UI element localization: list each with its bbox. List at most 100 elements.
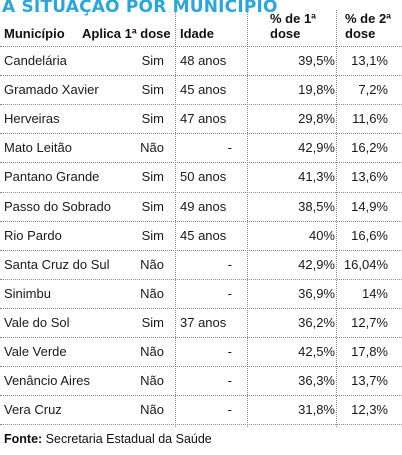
source-label: Fonte: bbox=[4, 432, 43, 446]
cell-idade: - bbox=[227, 140, 232, 156]
row-divider bbox=[0, 424, 402, 426]
table-row: Vale do Sol Sim 37 anos 36,2% 12,7% bbox=[0, 309, 402, 338]
cell-idade: - bbox=[227, 256, 232, 272]
table-row: Sinimbu Não - 36,9% 14% bbox=[0, 280, 402, 309]
cell-idade: 50 anos bbox=[180, 169, 227, 185]
table-row: Pantano Grande Sim 50 anos 41,3% 13,6% bbox=[0, 163, 402, 192]
column-header-aplica: Aplica 1ª dose bbox=[82, 26, 171, 41]
cell-pct1: 36,2% bbox=[298, 314, 335, 330]
row-divider bbox=[0, 104, 402, 106]
cell-pct1: 19,8% bbox=[298, 82, 335, 98]
cell-pct2: 12,7% bbox=[351, 314, 388, 330]
cell-municipio: Rio Pardo bbox=[4, 227, 62, 243]
column-header-municipio: Município bbox=[4, 26, 65, 41]
cell-aplica: Não bbox=[140, 285, 164, 301]
row-divider bbox=[0, 75, 402, 77]
cell-municipio: Vera Cruz bbox=[4, 402, 62, 418]
cell-pct1: 41,3% bbox=[298, 169, 335, 185]
cell-pct1: 38,5% bbox=[298, 198, 335, 214]
cell-idade: 45 anos bbox=[180, 82, 227, 98]
cell-aplica: Não bbox=[140, 344, 164, 359]
cell-pct1: 42,9% bbox=[298, 140, 335, 156]
row-divider bbox=[0, 337, 402, 338]
cell-pct2: 17,8% bbox=[351, 344, 388, 359]
cell-aplica: Sim bbox=[141, 198, 164, 214]
cell-aplica: Não bbox=[140, 402, 164, 418]
row-divider bbox=[0, 46, 402, 47]
cell-municipio: Herveiras bbox=[4, 111, 60, 127]
cell-idade: - bbox=[227, 402, 232, 418]
cell-pct2: 13,7% bbox=[351, 373, 388, 389]
cell-aplica: Sim bbox=[141, 169, 164, 185]
cell-pct2: 14,9% bbox=[351, 198, 388, 214]
cell-aplica: Sim bbox=[141, 82, 164, 98]
cell-aplica: Sim bbox=[141, 111, 164, 127]
cell-pct2: 13,6% bbox=[351, 169, 388, 185]
column-header-pct2-line1: % de 2ª bbox=[345, 11, 391, 26]
table-row: Mato Leitão Não - 42,9% 16,2% bbox=[0, 134, 402, 163]
column-divider bbox=[175, 10, 176, 427]
cell-aplica: Não bbox=[140, 140, 164, 156]
table-row: Vale Verde Não - 42,5% 17,8% bbox=[0, 338, 402, 367]
column-header-pct2: % de 2ª dose bbox=[345, 11, 395, 41]
column-divider bbox=[247, 10, 248, 427]
cell-municipio: Pantano Grande bbox=[4, 169, 100, 185]
row-divider bbox=[0, 191, 402, 193]
cell-idade: 48 anos bbox=[180, 53, 227, 68]
table-row: Vera Cruz Não - 31,8% 12,3% bbox=[0, 396, 402, 425]
column-header-pct1: % de 1ª dose bbox=[270, 11, 335, 41]
table-row: Herveiras Sim 47 anos 29,8% 11,6% bbox=[0, 105, 402, 134]
cell-municipio: Sinimbu bbox=[4, 285, 51, 301]
cell-pct2: 7,2% bbox=[358, 82, 388, 98]
cell-municipio: Candelária bbox=[4, 53, 67, 68]
cell-aplica: Sim bbox=[141, 53, 164, 68]
cell-pct2: 16,04% bbox=[343, 256, 388, 272]
cell-municipio: Passo do Sobrado bbox=[4, 198, 111, 214]
table-row: Passo do Sobrado Sim 49 anos 38,5% 14,9% bbox=[0, 193, 402, 222]
cell-pct2: 11,6% bbox=[352, 111, 388, 127]
row-divider bbox=[0, 220, 402, 222]
cell-idade: 37 anos bbox=[180, 314, 227, 330]
cell-pct1: 39,5% bbox=[298, 53, 335, 68]
column-divider bbox=[336, 10, 337, 427]
cell-pct2: 14% bbox=[361, 285, 388, 301]
cell-pct1: 31,8% bbox=[298, 402, 335, 418]
cell-idade: 45 anos bbox=[180, 227, 227, 243]
column-header-pct1-line2: dose bbox=[270, 26, 301, 41]
cell-idade: 49 anos bbox=[180, 198, 227, 214]
source-text: Secretaria Estadual da Saúde bbox=[45, 432, 212, 446]
table-row: Gramado Xavier Sim 45 anos 19,8% 7,2% bbox=[0, 76, 402, 105]
cell-municipio: Gramado Xavier bbox=[4, 82, 99, 98]
cell-pct2: 16,6% bbox=[351, 227, 388, 243]
cell-aplica: Não bbox=[140, 373, 164, 389]
cell-pct1: 42,9% bbox=[298, 256, 335, 272]
cell-idade: - bbox=[227, 344, 232, 359]
row-divider bbox=[0, 366, 402, 368]
cell-aplica: Não bbox=[140, 256, 164, 272]
table-row: Santa Cruz do Sul Não - 42,9% 16,04% bbox=[0, 251, 402, 280]
cell-municipio: Vale do Sol bbox=[4, 314, 70, 330]
cell-idade: - bbox=[227, 373, 232, 389]
cell-aplica: Sim bbox=[141, 314, 164, 330]
table-header: Município Aplica 1ª dose Idade % de 1ª do… bbox=[0, 10, 402, 47]
column-header-idade: Idade bbox=[180, 26, 214, 41]
row-divider bbox=[0, 249, 402, 251]
cell-municipio: Santa Cruz do Sul bbox=[4, 256, 110, 272]
cell-municipio: Vale Verde bbox=[4, 344, 67, 359]
cell-aplica: Sim bbox=[141, 227, 164, 243]
cell-pct1: 42,5% bbox=[298, 344, 335, 359]
cell-municipio: Mato Leitão bbox=[4, 140, 72, 156]
table-row: Candelária Sim 48 anos 39,5% 13,1% bbox=[0, 47, 402, 76]
source-note: Fonte: Secretaria Estadual da Saúde bbox=[4, 432, 212, 446]
cell-pct1: 29,8% bbox=[298, 111, 335, 127]
table-row: Rio Pardo Sim 45 anos 40% 16,6% bbox=[0, 222, 402, 251]
cell-pct2: 12,3% bbox=[351, 402, 388, 418]
column-header-pct2-line2: dose bbox=[345, 26, 376, 41]
cell-pct2: 13,1% bbox=[351, 53, 388, 68]
cell-pct1: 36,9% bbox=[298, 285, 335, 301]
cell-idade: - bbox=[227, 285, 232, 301]
cell-idade: 47 anos bbox=[180, 111, 227, 127]
table-row: Venâncio Aires Não - 36,3% 13,7% bbox=[0, 367, 402, 396]
row-divider bbox=[0, 133, 402, 135]
